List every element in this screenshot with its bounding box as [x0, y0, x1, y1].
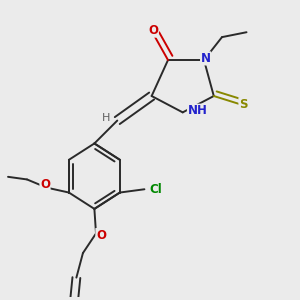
Text: O: O [148, 24, 158, 37]
Text: N: N [201, 52, 211, 65]
Text: S: S [239, 98, 248, 111]
Text: O: O [96, 229, 106, 242]
Text: H: H [102, 113, 110, 123]
Text: NH: NH [188, 104, 207, 117]
Text: O: O [40, 178, 50, 191]
Text: Cl: Cl [149, 183, 162, 196]
